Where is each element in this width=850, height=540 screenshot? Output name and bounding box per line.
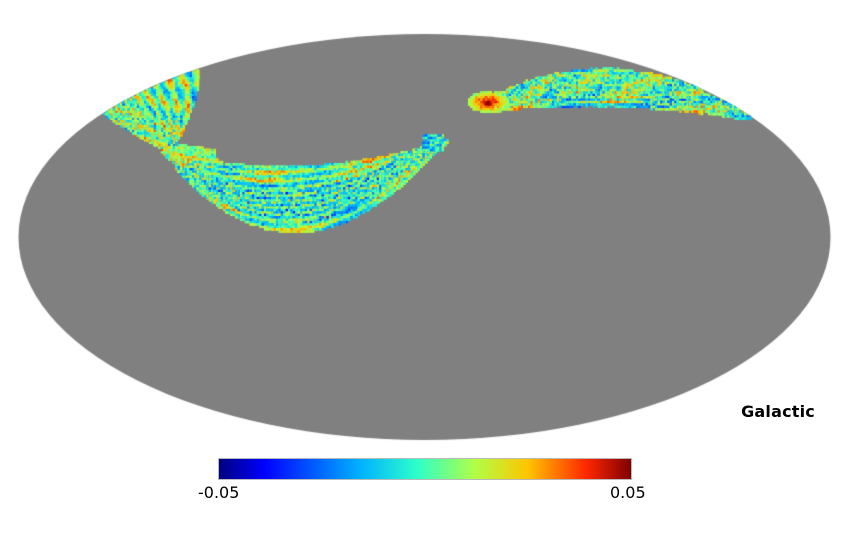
colorbar[interactable] — [218, 458, 632, 480]
colorbar-gradient — [218, 458, 632, 480]
coordinate-system-label: Galactic — [741, 402, 815, 421]
colorbar-min-tick-label: -0.05 — [198, 483, 240, 502]
mollweide-sky-map — [0, 0, 850, 460]
colorbar-max-tick-label: 0.05 — [610, 483, 646, 502]
